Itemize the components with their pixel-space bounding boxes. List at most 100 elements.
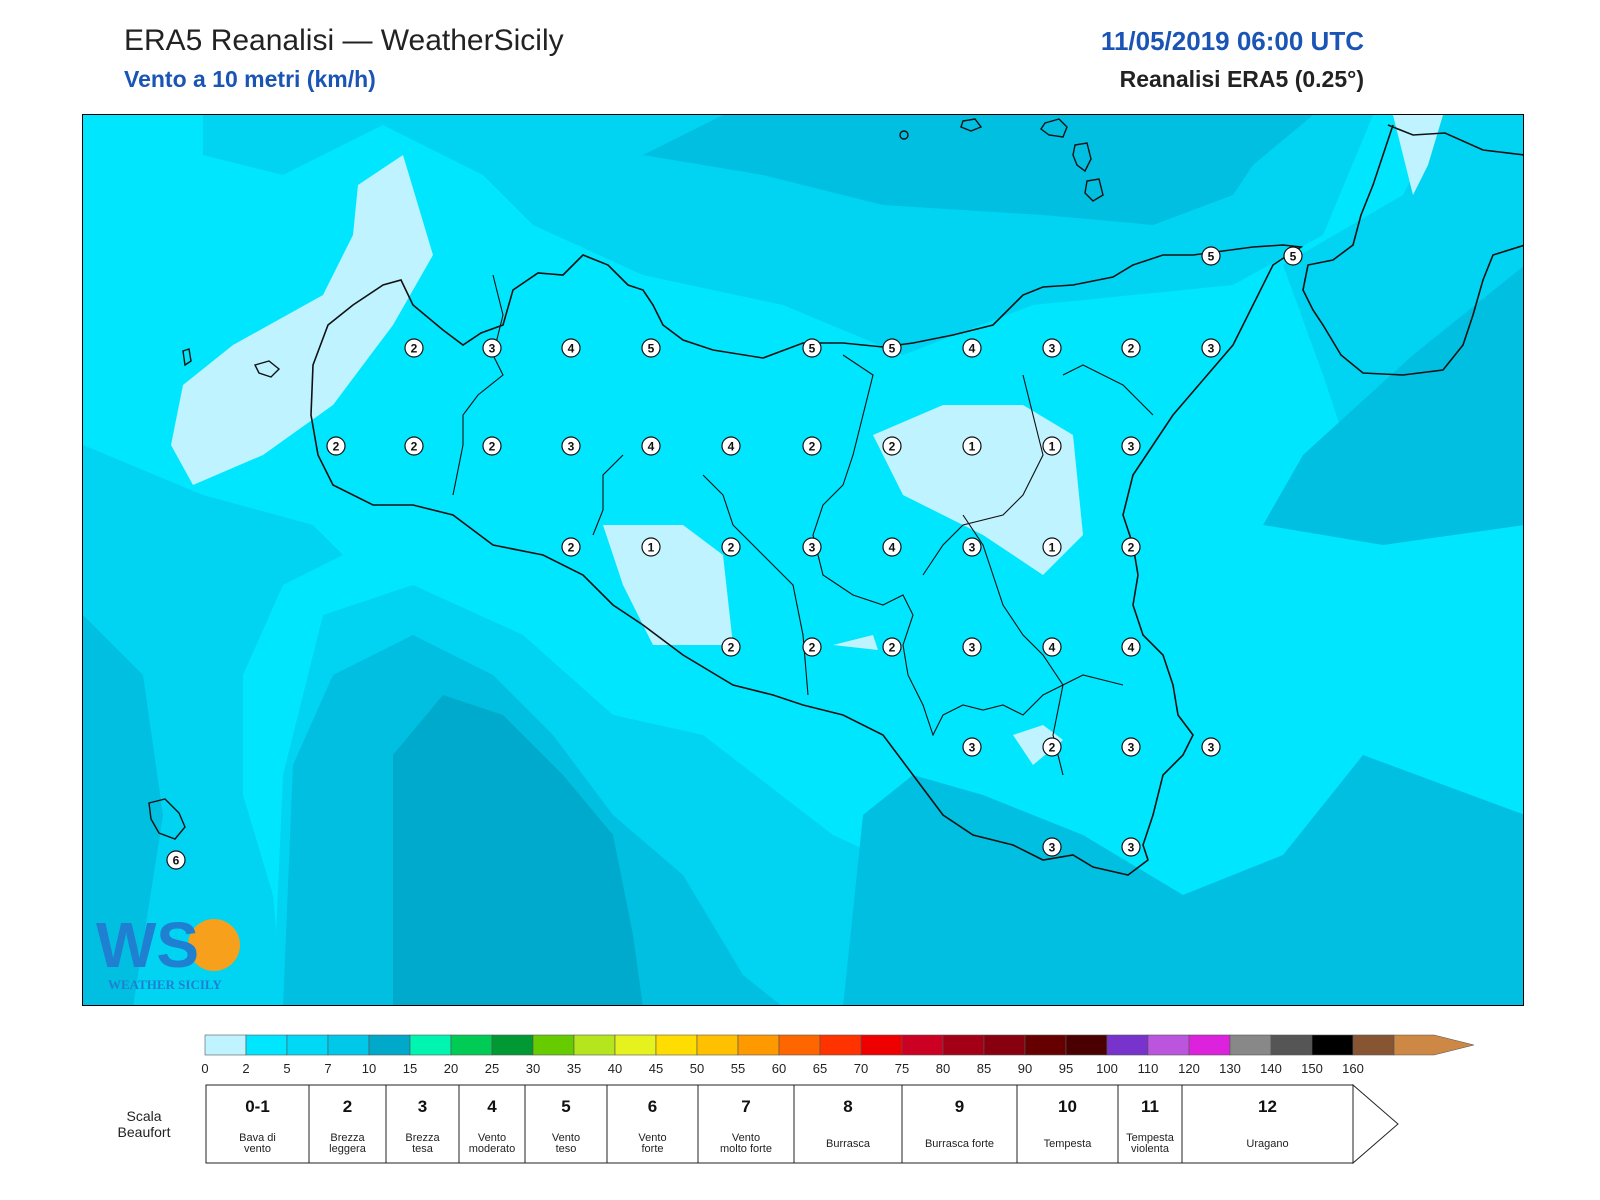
colorbar-segment: [655, 1034, 698, 1056]
beaufort-cell: [458, 1084, 526, 1164]
beaufort-marker: 2: [882, 637, 902, 657]
colorbar-tick: 35: [567, 1061, 581, 1076]
minor-islands: [148, 118, 1104, 840]
colorbar-segment: [1024, 1034, 1067, 1056]
marker-value: 3: [969, 641, 976, 655]
colorbar-segment: [450, 1034, 493, 1056]
beaufort-cell: [1181, 1084, 1354, 1164]
island-pantelleria: [148, 798, 186, 840]
map-title: ERA5 Reanalisi — WeatherSicily: [124, 24, 564, 57]
zone-southeast-dark: [843, 755, 1523, 1005]
marker-value: 1: [1049, 440, 1056, 454]
logo-caption: WEATHER SICILY: [108, 977, 222, 992]
marker-circle: [482, 338, 502, 358]
beaufort-description: Vento forte: [638, 1132, 666, 1155]
colorbar-tick: 25: [485, 1061, 499, 1076]
colorbar-tick: 100: [1096, 1061, 1118, 1076]
wind-speed-zones: [83, 115, 1523, 1005]
marker-value: 3: [1208, 342, 1215, 356]
island-ustica: [182, 348, 192, 367]
beaufort-class: 9 Burrasca forte: [901, 1084, 1018, 1164]
beaufort-number: 0-1: [245, 1097, 270, 1116]
beaufort-class: 4 Vento moderato: [458, 1084, 526, 1164]
calabria-outline: [1302, 124, 1523, 376]
beaufort-class: 12 Uragano: [1181, 1084, 1354, 1164]
colorbar-segment: [1065, 1034, 1108, 1056]
marker-circle: [1042, 537, 1062, 557]
beaufort-marker: 2: [326, 436, 346, 456]
beaufort-number: 3: [418, 1097, 427, 1116]
zone-small-light-2: [833, 635, 878, 650]
colorbar-segment: [245, 1034, 288, 1056]
island-vulcano: [1084, 178, 1104, 202]
colorbar-segment: [819, 1034, 862, 1056]
marker-value: 2: [411, 440, 418, 454]
beaufort-marker: 5: [641, 338, 661, 358]
colorbar-tick: 7: [324, 1061, 331, 1076]
marker-value: 3: [1128, 841, 1135, 855]
colorbar-tick: 60: [772, 1061, 786, 1076]
beaufort-marker: 4: [641, 436, 661, 456]
beaufort-marker: 4: [561, 338, 581, 358]
beaufort-marker: 3: [962, 737, 982, 757]
colorbar-segment: [409, 1034, 452, 1056]
marker-value: 2: [1128, 342, 1135, 356]
marker-circle: [962, 637, 982, 657]
beaufort-description: Vento moderato: [469, 1132, 515, 1155]
marker-circle: [1121, 737, 1141, 757]
beaufort-marker: 5: [1201, 246, 1221, 266]
beaufort-marker: 3: [1121, 737, 1141, 757]
marker-value: 3: [809, 541, 816, 555]
beaufort-marker: 2: [721, 637, 741, 657]
wind-map-canvas: 2 3 4 5 5 5 4 3 2 3 2 2 2 3 4 4 2 2 1 1 3 2 1 2 3 4 3 1 2 2 2 2 3 4 4 3 2 3 3 3…: [83, 115, 1523, 1005]
marker-value: 2: [728, 541, 735, 555]
colorbar-segment: [327, 1034, 370, 1056]
beaufort-number: 7: [741, 1097, 750, 1116]
beaufort-number: 6: [648, 1097, 657, 1116]
marker-value: 5: [889, 342, 896, 356]
colorbar-segment: [696, 1034, 739, 1056]
beaufort-cell: [524, 1084, 608, 1164]
beaufort-cell: [793, 1084, 903, 1164]
beaufort-number: 10: [1058, 1097, 1077, 1116]
zone-etna-light: [873, 405, 1083, 575]
beaufort-class: 0-1 Bava di vento: [205, 1084, 310, 1164]
zone-stromboli-light: [1393, 115, 1443, 195]
colorbar-segment: [491, 1034, 534, 1056]
colorbar-tick: 55: [731, 1061, 745, 1076]
colorbar-tick: 150: [1301, 1061, 1323, 1076]
colorbar-tick: 50: [690, 1061, 704, 1076]
beaufort-cell: [385, 1084, 460, 1164]
colorbar-tick: 130: [1219, 1061, 1241, 1076]
marker-circle: [962, 537, 982, 557]
colorbar-segment: [860, 1034, 903, 1056]
beaufort-marker: 5: [882, 338, 902, 358]
beaufort-marker: 4: [1042, 637, 1062, 657]
colorbar-tick: 160: [1342, 1061, 1364, 1076]
beaufort-marker: 3: [1042, 338, 1062, 358]
beaufort-description: Tempesta: [1044, 1138, 1093, 1150]
marker-circle: [962, 737, 982, 757]
beaufort-description: Burrasca forte: [925, 1138, 994, 1150]
beaufort-cell: [308, 1084, 387, 1164]
colorbar-tick: 40: [608, 1061, 622, 1076]
beaufort-cell: [1016, 1084, 1119, 1164]
beaufort-marker: 3: [1121, 436, 1141, 456]
beaufort-cell: [901, 1084, 1018, 1164]
beaufort-cell: [205, 1084, 310, 1164]
marker-circle: [326, 436, 346, 456]
marker-circle: [641, 436, 661, 456]
island-lipari: [1072, 142, 1092, 173]
beaufort-marker: 5: [802, 338, 822, 358]
beaufort-marker: 2: [802, 637, 822, 657]
marker-value: 2: [489, 440, 496, 454]
marker-value: 3: [1208, 741, 1215, 755]
beaufort-class: 2 Brezza leggera: [308, 1084, 387, 1164]
marker-value: 1: [969, 440, 976, 454]
zone-small-light: [1013, 725, 1063, 765]
colorbar-segment: [614, 1034, 657, 1056]
sicily-outline: [310, 244, 1304, 876]
zone-south-west-light: [603, 525, 733, 645]
beaufort-class: 3 Brezza tesa: [385, 1084, 460, 1164]
island-salina: [1040, 118, 1068, 138]
